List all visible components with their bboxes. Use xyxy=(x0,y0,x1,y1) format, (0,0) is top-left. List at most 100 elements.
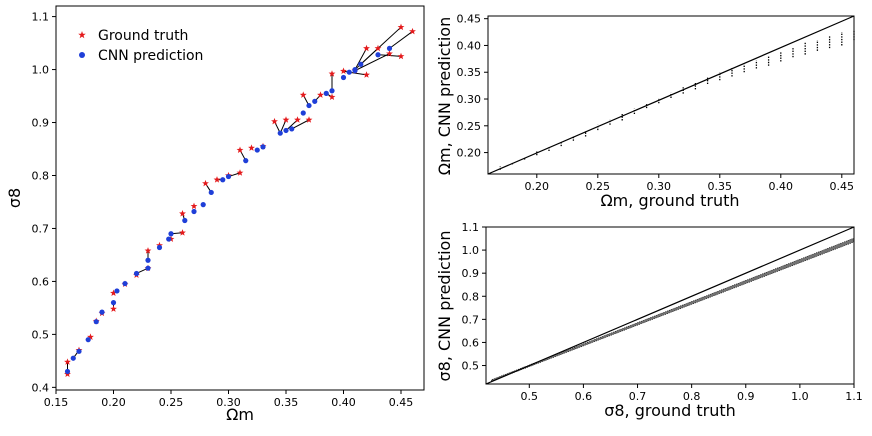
cnn-prediction-point xyxy=(145,265,151,271)
cnn-prediction-point xyxy=(85,337,91,343)
plot-frame xyxy=(485,226,855,385)
y-tick-label: 0.8 xyxy=(462,290,480,303)
ground-truth-point xyxy=(64,358,71,365)
x-tick-label: 0.40 xyxy=(769,180,794,193)
cnn-prediction-point xyxy=(208,189,214,196)
x-tick-label: 0.35 xyxy=(274,396,299,409)
cnn-prediction-point xyxy=(93,319,99,325)
ground-truth-point xyxy=(299,91,307,98)
x-tick-label: 0.7 xyxy=(629,390,647,403)
ground-truth-point xyxy=(213,176,221,183)
cnn-prediction-point xyxy=(340,74,347,81)
y-tick-label: 0.8 xyxy=(32,169,50,182)
y-ticks: 0.4 0.5 0.6 0.7 0.8 0.9 1.0 1.1 xyxy=(32,11,56,394)
y-tick-label: 0.9 xyxy=(462,267,480,280)
ground-truth-point xyxy=(271,117,278,125)
cnn-prediction-point xyxy=(99,309,105,315)
cnn-prediction-point xyxy=(220,177,226,183)
cnn-prediction-point xyxy=(70,355,76,361)
y-tick-label: 0.7 xyxy=(462,313,480,326)
cnn-prediction-point xyxy=(64,368,71,375)
ground-truth-point xyxy=(340,67,347,75)
cnn-prediction-point xyxy=(375,52,381,58)
link-line xyxy=(354,53,390,72)
cnn-prediction-point xyxy=(225,173,232,180)
ground-truth-series xyxy=(64,23,416,378)
x-ticks: 0.15 0.20 0.25 0.30 0.35 0.40 0.45 xyxy=(44,390,413,409)
y-tick-label: 1.0 xyxy=(462,244,480,257)
x-tick-label: 0.40 xyxy=(331,396,356,409)
x-tick-label: 0.25 xyxy=(586,180,611,193)
cnn-prediction-point xyxy=(254,147,260,153)
ground-truth-point xyxy=(282,116,290,123)
cnn-prediction-point xyxy=(283,127,289,134)
prediction-band-shape xyxy=(491,237,855,382)
ground-truth-point xyxy=(110,289,117,296)
cnn-prediction-point xyxy=(166,236,172,242)
cnn-prediction-point xyxy=(168,231,174,237)
y-ticks: 0.20 0.25 0.30 0.35 0.40 0.45 xyxy=(457,13,488,160)
link-line xyxy=(285,119,298,131)
x-tick-label: 0.35 xyxy=(708,180,733,193)
cnn-prediction-point xyxy=(277,130,283,136)
legend-star-icon xyxy=(78,31,86,39)
x-tick-label: 1.1 xyxy=(845,390,863,403)
plot-frame xyxy=(55,5,425,391)
cnn-prediction-point xyxy=(191,208,197,215)
cnn-prediction-point xyxy=(306,102,312,109)
y-tick-label: 0.20 xyxy=(457,147,482,160)
ground-truth-point xyxy=(363,71,370,78)
ground-truth-point xyxy=(202,179,209,187)
y-tick-label: 0.6 xyxy=(32,275,50,288)
x-tick-label: 0.5 xyxy=(521,390,539,403)
ground-truth-point xyxy=(397,23,405,31)
ground-truth-point xyxy=(110,305,117,312)
x-tick-label: 0.15 xyxy=(44,396,69,409)
cnn-prediction-point xyxy=(133,270,140,277)
x-tick-label: 0.6 xyxy=(575,390,593,403)
y-tick-label: 0.30 xyxy=(457,93,482,106)
plot-frame xyxy=(487,15,855,175)
cnn-prediction-point xyxy=(312,98,318,104)
x-tick-label: 0.20 xyxy=(525,180,550,193)
x-axis-label: Ωm, ground truth xyxy=(600,191,739,210)
sigma8-panel: 0.5 0.6 0.7 0.8 0.9 1.0 1.1 0.5 0.6 0.7 0.8 0.9 1.0… xyxy=(435,221,863,420)
cnn-prediction-point xyxy=(122,280,128,287)
ground-truth-point xyxy=(294,116,301,123)
cnn-prediction-point xyxy=(114,288,120,294)
cnn-prediction-point xyxy=(260,144,266,150)
ground-truth-point xyxy=(397,52,405,60)
legend-dot-icon xyxy=(79,52,85,58)
legend: Ground truth CNN prediction xyxy=(78,28,203,64)
ground-truth-point xyxy=(236,169,244,176)
y-tick-label: 0.5 xyxy=(32,328,50,341)
cnn-prediction-point xyxy=(323,90,329,96)
y-tick-label: 1.1 xyxy=(32,11,50,24)
y-ticks: 0.5 0.6 0.7 0.8 0.9 1.0 1.1 xyxy=(462,221,486,373)
cnn-prediction-point xyxy=(200,202,206,208)
ground-truth-point xyxy=(328,70,336,77)
y-tick-label: 1.0 xyxy=(32,64,50,77)
cnn-prediction-point xyxy=(352,68,358,74)
ground-truth-point xyxy=(328,93,336,101)
cnn-prediction-point xyxy=(289,126,295,132)
y-tick-label: 0.45 xyxy=(457,13,482,26)
x-axis-label: Ωm xyxy=(226,405,254,424)
y-tick-label: 0.6 xyxy=(462,336,480,349)
scatter-panel: 0.15 0.20 0.25 0.30 0.35 0.40 0.45 0.40.50.60.… xyxy=(5,5,425,424)
omegam-panel: 0.20 0.25 0.30 0.35 0.40 0.45 0.20 0.25 0.30 0.3… xyxy=(435,13,855,210)
x-tick-label: 0.30 xyxy=(647,180,672,193)
ground-truth-point xyxy=(374,44,382,52)
cnn-prediction-point xyxy=(346,69,352,75)
link-line xyxy=(291,119,310,130)
y-tick-label: 0.35 xyxy=(457,66,482,79)
x-tick-label: 0.9 xyxy=(737,390,755,403)
identity-line xyxy=(485,226,855,385)
ground-truth-point xyxy=(386,50,393,57)
ground-truth-point xyxy=(363,44,370,52)
y-axis-label: σ8 xyxy=(5,188,24,208)
ground-truth-point xyxy=(248,144,255,151)
x-tick-label: 1.0 xyxy=(791,390,809,403)
cnn-prediction-point xyxy=(110,300,117,306)
cnn-prediction-point xyxy=(156,244,163,251)
